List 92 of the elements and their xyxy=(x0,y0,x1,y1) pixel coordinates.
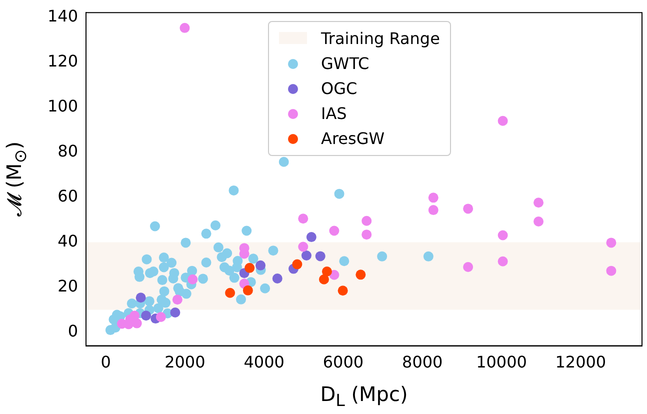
point xyxy=(236,294,246,304)
point xyxy=(498,256,508,266)
point xyxy=(260,283,270,294)
y-tick-label: 20 xyxy=(58,276,78,296)
point xyxy=(213,242,224,252)
point xyxy=(242,285,253,296)
y-tick-label: 80 xyxy=(58,141,78,160)
y-tick-label: 60 xyxy=(58,186,78,206)
point xyxy=(228,185,239,196)
point xyxy=(362,230,372,240)
point xyxy=(356,270,366,280)
point xyxy=(158,262,169,272)
legend-label: Training Range xyxy=(321,28,440,50)
point xyxy=(158,252,169,263)
point xyxy=(362,216,372,226)
point xyxy=(198,274,208,284)
point xyxy=(498,230,508,240)
x-tick-label: 10000 xyxy=(476,352,527,372)
point xyxy=(210,220,220,230)
point xyxy=(180,22,190,33)
point xyxy=(534,216,544,227)
point xyxy=(268,246,278,256)
point xyxy=(160,298,171,308)
point xyxy=(187,266,198,276)
point xyxy=(222,248,232,258)
point xyxy=(334,188,344,199)
point xyxy=(170,307,180,318)
point xyxy=(272,273,282,284)
point xyxy=(298,214,308,224)
x-tick-label: 6000 xyxy=(322,352,364,372)
legend-label: OGC xyxy=(321,78,358,100)
legend-label: AresGW xyxy=(321,128,385,150)
point xyxy=(306,232,316,242)
x-axis-title: D$_{L}$ (Mpc) xyxy=(319,382,409,410)
point xyxy=(144,296,154,306)
point xyxy=(159,286,170,296)
y-tick-label: 140 xyxy=(47,6,78,26)
x-tick-label: 8000 xyxy=(402,352,443,372)
legend-label: IAS xyxy=(321,102,347,125)
y-tick-label: 120 xyxy=(47,51,78,70)
point xyxy=(256,260,266,270)
point xyxy=(498,116,508,126)
point xyxy=(463,204,474,214)
point xyxy=(315,251,326,262)
point xyxy=(338,286,348,296)
x-tick-label: 4000 xyxy=(244,352,284,372)
point xyxy=(134,272,145,282)
point xyxy=(242,226,252,236)
point xyxy=(188,274,198,284)
point xyxy=(232,262,242,272)
point xyxy=(322,266,332,277)
x-tick-label: 12000 xyxy=(555,352,606,372)
y-tick-label: 100 xyxy=(47,96,78,116)
point xyxy=(153,303,164,314)
point xyxy=(136,292,146,303)
point xyxy=(278,156,289,167)
point xyxy=(377,251,388,262)
point xyxy=(301,250,312,261)
x-tick-label: 2000 xyxy=(164,352,206,372)
point xyxy=(463,262,474,272)
point xyxy=(606,238,616,248)
point xyxy=(126,298,137,308)
point xyxy=(157,275,168,286)
point xyxy=(180,238,191,248)
point xyxy=(606,266,616,276)
point xyxy=(201,228,212,239)
point xyxy=(339,256,350,266)
point xyxy=(329,226,340,236)
point xyxy=(141,310,152,321)
y-tick-label: 40 xyxy=(58,231,78,250)
point xyxy=(148,266,158,277)
x-tick-label: 0 xyxy=(100,352,111,372)
point xyxy=(201,258,212,268)
point xyxy=(428,192,438,203)
point xyxy=(248,254,258,264)
point xyxy=(298,242,308,252)
point xyxy=(156,312,166,322)
point xyxy=(150,221,160,232)
point xyxy=(423,251,434,262)
point xyxy=(172,294,182,305)
point xyxy=(318,274,329,284)
legend-label: GWTC xyxy=(321,52,370,75)
point xyxy=(181,288,192,299)
y-tick-label: 0 xyxy=(68,321,78,340)
point xyxy=(229,272,240,283)
point xyxy=(534,198,544,208)
point xyxy=(292,259,302,270)
point xyxy=(428,205,438,216)
point xyxy=(244,262,255,273)
point xyxy=(166,258,177,268)
point xyxy=(142,254,152,264)
point xyxy=(225,288,236,298)
